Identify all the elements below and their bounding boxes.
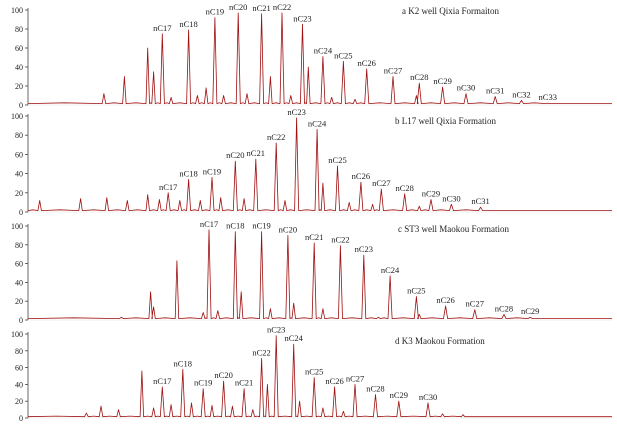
y-tick-label: 40	[15, 380, 23, 389]
y-tick-label: 20	[15, 397, 23, 406]
chromatogram-trace	[27, 12, 612, 104]
y-tick-label: 100	[11, 330, 23, 339]
peak-label-nc24: nC24	[308, 118, 327, 128]
peak-label-nc18: nC18	[226, 221, 244, 231]
peak-label-nc30: nC30	[442, 193, 460, 203]
y-tick-label: 80	[15, 25, 23, 34]
peak-label-nc17: nC17	[153, 376, 171, 386]
chromatogram-trace	[27, 117, 612, 211]
peak-label-nc29: nC29	[433, 76, 451, 86]
peak-label-nc19: nC19	[252, 221, 270, 231]
y-tick-label: 80	[15, 131, 23, 140]
y-tick-label: 80	[15, 347, 23, 356]
y-tick-label: 40	[15, 278, 23, 287]
peak-label-nc17: nC17	[153, 23, 171, 33]
peak-label-nc28: nC28	[366, 383, 384, 393]
peak-label-nc21: nC21	[252, 3, 270, 13]
y-tick-label: 0	[19, 414, 23, 423]
peak-label-nc25: nC25	[305, 367, 323, 377]
peak-label-nc22: nC22	[267, 132, 285, 142]
peak-label-nc20: nC20	[279, 224, 297, 234]
peak-label-nc24: nC24	[314, 46, 333, 56]
peak-label-nc31: nC31	[486, 85, 504, 95]
peak-label-nc19: nC19	[194, 378, 212, 388]
y-tick-label: 20	[15, 189, 23, 198]
peak-label-nc17: nC17	[200, 219, 218, 229]
y-tick-label: 100	[11, 112, 23, 121]
peak-label-nc18: nC18	[179, 19, 197, 29]
peak-label-nc17: nC17	[159, 182, 177, 192]
peak-label-nc30: nC30	[457, 83, 475, 93]
y-tick-label: 100	[11, 6, 23, 15]
peak-label-nc26: nC26	[325, 376, 343, 386]
peak-label-nc25: nC25	[407, 286, 425, 296]
y-tick-label: 60	[15, 364, 23, 373]
peak-label-nc29: nC29	[521, 306, 539, 316]
peak-label-nc21: nC21	[305, 232, 323, 242]
peak-label-nc25: nC25	[334, 50, 352, 60]
peak-label-nc26: nC26	[352, 171, 370, 181]
peak-label-nc29: nC29	[422, 189, 440, 199]
y-tick-label: 0	[19, 316, 23, 325]
peak-label-nc19: nC19	[203, 166, 221, 176]
peak-label-nc22: nC22	[331, 235, 349, 245]
y-tick-label: 40	[15, 63, 23, 72]
peak-label-nc24: nC24	[285, 333, 304, 343]
panel-title: a K2 well Qixia Formaiton	[402, 6, 499, 16]
peak-label-nc29: nC29	[390, 390, 408, 400]
y-tick-label: 40	[15, 170, 23, 179]
peak-label-nc27: nC27	[372, 178, 390, 188]
peak-label-nc23: nC23	[287, 107, 305, 117]
peak-label-nc22: nC22	[273, 2, 291, 12]
panel-title: d K3 Maokou Formation	[395, 336, 485, 346]
chromatogram-trace	[27, 229, 612, 319]
peak-label-nc21: nC21	[247, 148, 265, 158]
peak-label-nc18: nC18	[174, 358, 192, 368]
peak-label-nc23: nC23	[293, 13, 311, 23]
chromatogram-trace	[27, 335, 612, 418]
peak-label-nc20: nC20	[226, 150, 244, 160]
peak-label-nc27: nC27	[384, 66, 402, 76]
y-tick-label: 80	[15, 241, 23, 250]
y-tick-label: 60	[15, 44, 23, 53]
peak-label-nc32: nC32	[512, 89, 530, 99]
peak-label-nc23: nC23	[267, 325, 285, 335]
chromatogram-panel-c: 0 20 40 60 80 100 nC17 nC18 nC19 nC20 nC21 nC22 nC23…	[11, 219, 612, 325]
peak-label-nc27: nC27	[346, 373, 364, 383]
peak-label-nc24: nC24	[381, 265, 400, 275]
peak-label-nc18: nC18	[179, 168, 197, 178]
panel-title: c ST3 well Maokou Formation	[398, 224, 509, 234]
peak-label-nc33: nC33	[539, 92, 557, 102]
peak-label-nc30: nC30	[419, 392, 437, 402]
peak-label-nc22: nC22	[252, 347, 270, 357]
y-tick-label: 0	[19, 208, 23, 217]
peak-label-nc28: nC28	[410, 72, 428, 82]
y-tick-label: 60	[15, 260, 23, 269]
peak-label-nc27: nC27	[466, 299, 484, 309]
peak-label-nc21: nC21	[235, 378, 253, 388]
y-tick-label: 20	[15, 82, 23, 91]
peak-label-nc23: nC23	[355, 244, 373, 254]
peak-label-nc28: nC28	[395, 183, 413, 193]
peak-label-nc28: nC28	[495, 303, 513, 313]
panel-title: b L17 well Qixia Formation	[395, 116, 496, 126]
peak-label-nc31: nC31	[471, 196, 489, 206]
y-tick-label: 60	[15, 150, 23, 159]
peak-label-nc20: nC20	[229, 2, 247, 12]
peak-label-nc20: nC20	[214, 370, 232, 380]
y-tick-label: 0	[19, 101, 23, 110]
peak-label-nc19: nC19	[206, 7, 224, 17]
y-tick-label: 20	[15, 297, 23, 306]
chromatogram-panel-a: 0 20 40 60 80 100 nC17 nC18 nC19 nC20 nC21 nC22nC23…	[11, 2, 612, 110]
peak-label-nc26: nC26	[436, 295, 454, 305]
y-tick-label: 100	[11, 222, 23, 231]
peak-label-nc25: nC25	[328, 155, 346, 165]
peak-label-nc26: nC26	[358, 58, 376, 68]
